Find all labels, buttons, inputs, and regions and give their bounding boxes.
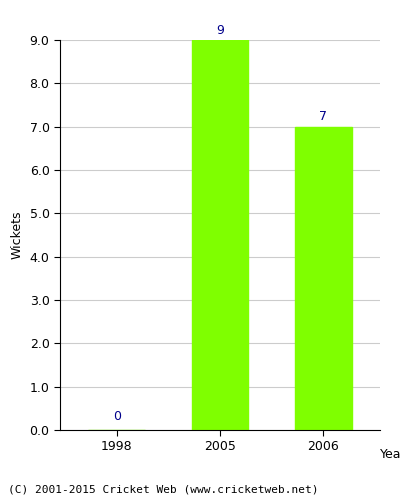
- Text: 7: 7: [319, 110, 327, 123]
- Bar: [192, 40, 248, 430]
- Text: 9: 9: [216, 24, 224, 36]
- Text: 0: 0: [113, 410, 121, 424]
- Bar: [295, 126, 352, 430]
- Y-axis label: Wickets: Wickets: [11, 211, 24, 259]
- Text: (C) 2001-2015 Cricket Web (www.cricketweb.net): (C) 2001-2015 Cricket Web (www.cricketwe…: [8, 485, 318, 495]
- X-axis label: Year: Year: [380, 448, 400, 460]
